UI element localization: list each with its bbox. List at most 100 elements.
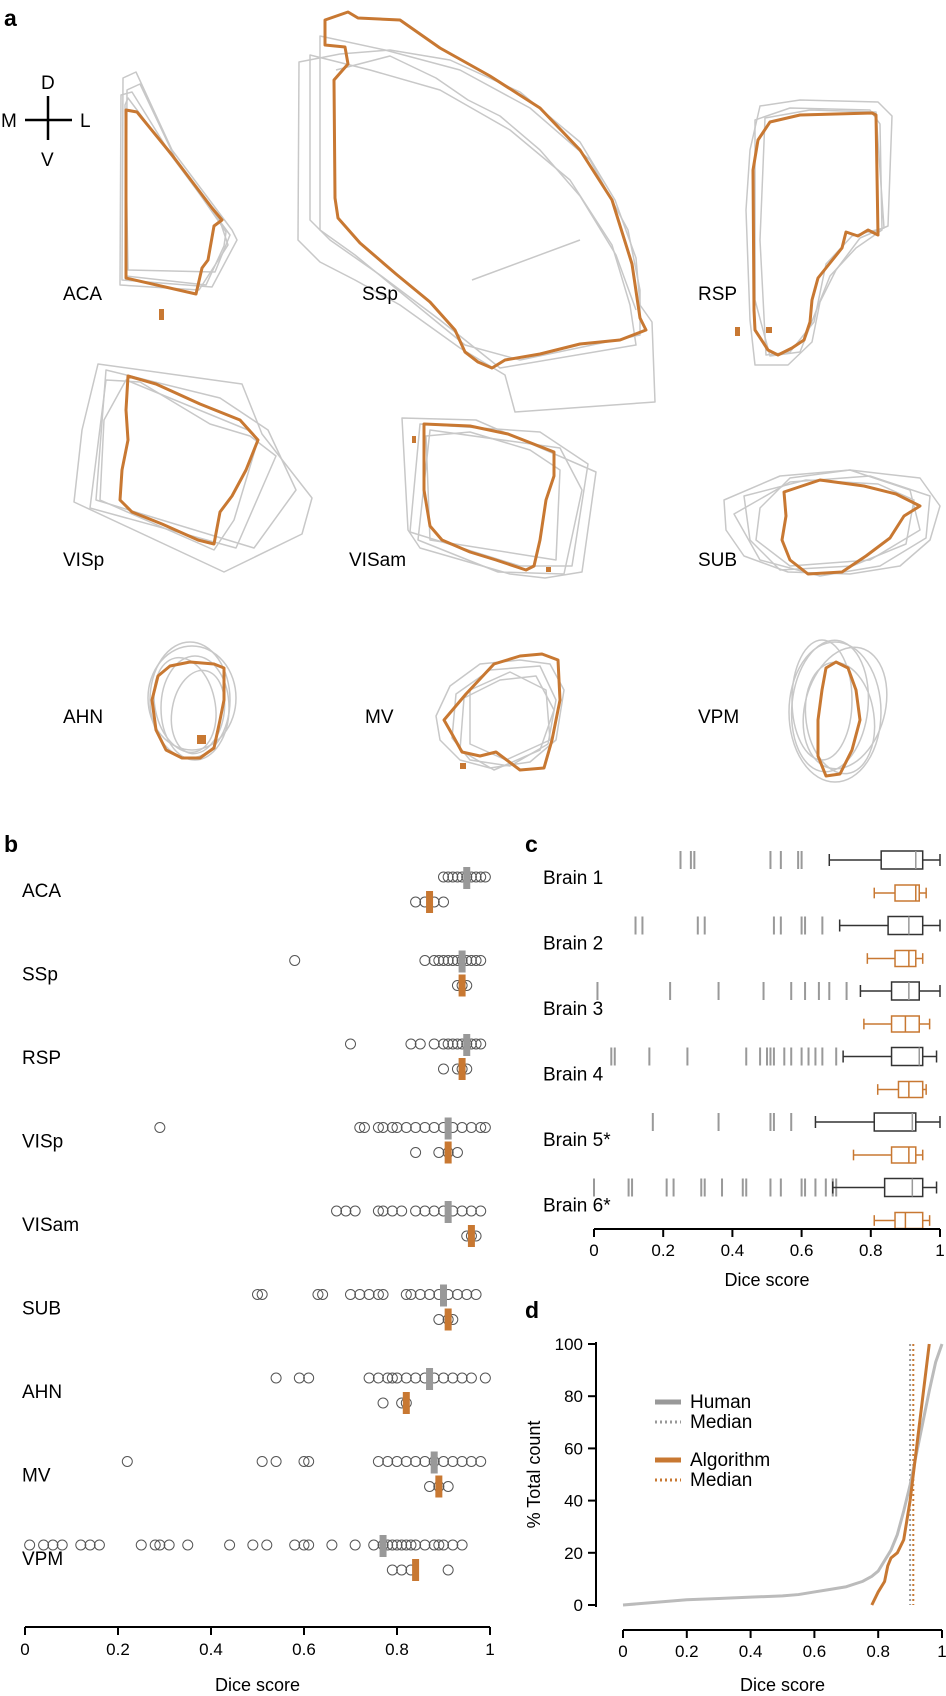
legend-human-median: Median xyxy=(690,1412,752,1433)
human-point xyxy=(419,1122,431,1133)
human-point xyxy=(400,1372,412,1384)
region-label-sub: SUB xyxy=(698,550,737,571)
human-point xyxy=(261,1539,273,1551)
human-point xyxy=(456,1122,468,1133)
human-point xyxy=(391,1372,403,1384)
algorithm-median-marker xyxy=(426,891,434,913)
algorithm-box xyxy=(894,949,917,968)
human-point xyxy=(400,1539,412,1551)
human-point xyxy=(149,1539,161,1551)
human-point xyxy=(451,1038,463,1050)
human-point xyxy=(386,1539,398,1551)
human-point xyxy=(75,1539,87,1551)
algorithm-point xyxy=(438,896,449,908)
x-tick-label: 0.2 xyxy=(651,1241,675,1260)
algorithm-median-marker xyxy=(467,1225,475,1247)
human-box xyxy=(880,850,924,870)
human-point xyxy=(428,955,440,966)
algorithm-median-marker xyxy=(402,1392,410,1414)
human-point xyxy=(410,1122,422,1133)
human-point xyxy=(410,1539,422,1551)
human-point xyxy=(410,1205,422,1217)
human-point xyxy=(317,1289,329,1300)
x-tick-label: 0.6 xyxy=(790,1241,814,1260)
human-point xyxy=(372,1289,384,1300)
human-point xyxy=(372,1122,384,1133)
human-point xyxy=(289,955,301,966)
y-tick-label: 100 xyxy=(555,1335,583,1354)
human-median-marker xyxy=(444,1117,452,1140)
human-point xyxy=(438,1038,449,1050)
region-label-mv: MV xyxy=(365,707,394,728)
panel-c-label: c xyxy=(525,831,538,857)
region-sub-outlines xyxy=(723,469,941,577)
human-point xyxy=(442,1038,454,1050)
human-point xyxy=(345,1038,356,1050)
human-median-marker xyxy=(444,1201,452,1223)
human-point xyxy=(303,1539,315,1551)
human-point xyxy=(465,1372,477,1384)
human-point xyxy=(475,1456,487,1467)
human-point xyxy=(154,1539,166,1551)
human-point xyxy=(391,1122,403,1133)
algorithm-box xyxy=(894,884,920,902)
region-label-vpm: VPM xyxy=(698,707,739,728)
region-label-vpm: VPM xyxy=(22,1549,63,1570)
panel-b-label: b xyxy=(4,831,18,857)
human-point xyxy=(400,1456,412,1467)
human-point xyxy=(154,1122,166,1133)
human-point xyxy=(56,1539,68,1551)
human-point xyxy=(396,1539,408,1551)
human-point xyxy=(475,1205,487,1217)
algorithm-point xyxy=(433,1314,445,1325)
legend-human: Human xyxy=(690,1392,751,1413)
x-tick-label: 0.4 xyxy=(199,1640,223,1659)
algorithm-point xyxy=(451,1147,463,1158)
region-vpm-outlines xyxy=(788,639,888,783)
human-point xyxy=(433,955,445,966)
human-point xyxy=(349,1539,361,1551)
series-line-human xyxy=(622,1343,944,1607)
algorithm-median-marker xyxy=(458,1058,466,1080)
human-point xyxy=(465,1456,477,1467)
human-point xyxy=(433,1539,445,1551)
algorithm-point xyxy=(433,1147,445,1158)
human-point xyxy=(447,871,459,883)
x-tick-label: 0.4 xyxy=(739,1642,763,1661)
human-point xyxy=(38,1539,50,1551)
algorithm-point xyxy=(442,1481,454,1492)
human-point xyxy=(405,1038,417,1050)
human-point xyxy=(368,1539,380,1551)
human-point xyxy=(163,1539,175,1551)
human-point xyxy=(419,1539,431,1551)
x-tick-label: 0.8 xyxy=(859,1241,883,1260)
y-tick-label: 0 xyxy=(574,1596,583,1615)
algorithm-median-marker xyxy=(444,1141,452,1164)
x-tick-label: 1 xyxy=(937,1642,946,1661)
region-label-visam: VISam xyxy=(22,1215,79,1236)
human-point xyxy=(84,1539,96,1551)
human-point xyxy=(354,1289,366,1300)
compass-dorsal: D xyxy=(41,73,55,94)
panel-a-label: a xyxy=(4,5,17,31)
brain-label-1: Brain 1 xyxy=(543,868,603,889)
x-tick-label: 0.6 xyxy=(803,1642,827,1661)
region-mv-outlines xyxy=(435,652,565,772)
human-point xyxy=(470,1289,482,1300)
human-point xyxy=(419,955,431,966)
algorithm-point xyxy=(410,896,422,908)
region-label-visam: VISam xyxy=(349,550,406,571)
x-tick-label: 1 xyxy=(935,1241,944,1260)
panel-a: a D V M L ACA SSp xyxy=(1,5,941,783)
human-point xyxy=(405,1289,417,1300)
y-tick-label: 80 xyxy=(564,1387,583,1406)
human-point xyxy=(442,871,454,883)
human-point xyxy=(461,1289,473,1300)
panel-b: b ACA SSp RSP VISp VISam SUB AHN MV VPM 0 0.2 0.4 0.… xyxy=(4,831,495,1695)
human-point xyxy=(354,1122,366,1133)
human-point xyxy=(396,1205,408,1217)
human-point xyxy=(289,1539,301,1551)
human-point xyxy=(428,1539,440,1551)
algorithm-point xyxy=(386,1564,398,1576)
